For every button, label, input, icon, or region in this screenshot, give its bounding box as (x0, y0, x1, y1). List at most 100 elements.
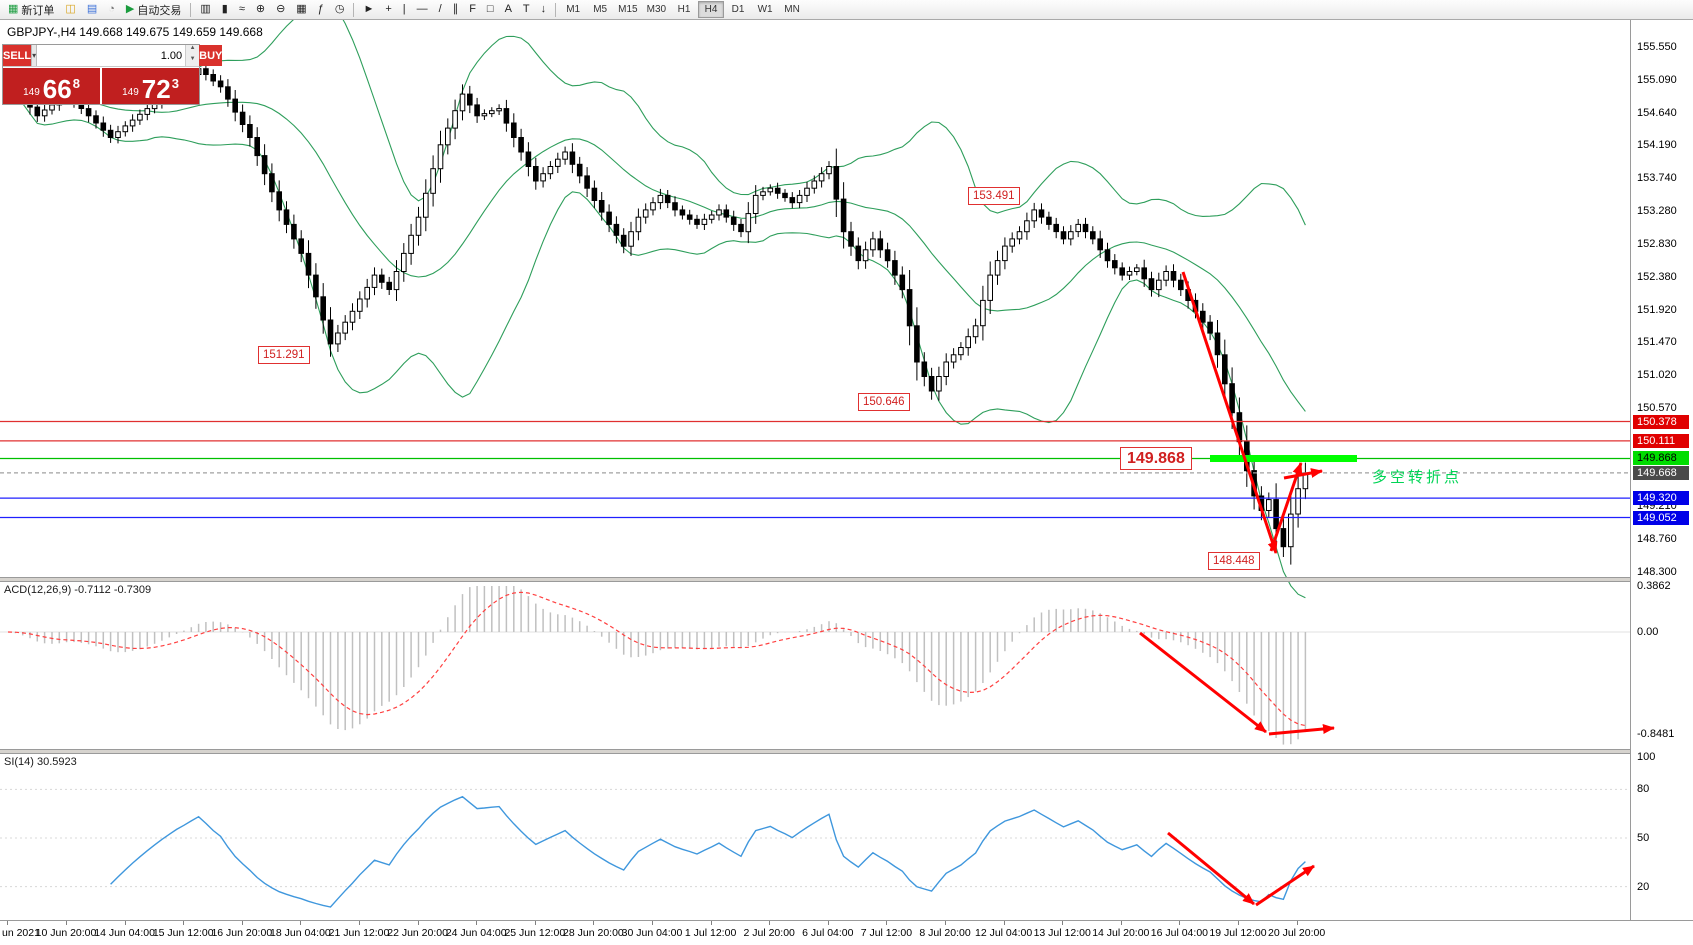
timeframe-button-d1[interactable]: D1 (731, 4, 745, 15)
price-target-arrow[interactable] (1283, 468, 1323, 480)
time-axis-label: 16 Jun 20:00 (211, 927, 273, 939)
price-axis-label: 153.740 (1637, 172, 1677, 184)
time-axis-label: 8 Jul 20:00 (919, 927, 971, 939)
autotrade-button[interactable]: ▶ 自动交易 (121, 0, 186, 19)
price-bounce-arrow[interactable] (1269, 462, 1303, 552)
chart-price-label-150.646[interactable]: 150.646 (858, 393, 910, 411)
timeframe-button-m5[interactable]: M5 (593, 4, 608, 15)
fibonacci-icon[interactable]: F (464, 0, 481, 19)
time-axis-label: 21 Jun 12:00 (328, 927, 390, 939)
time-axis-label: 1 Jul 12:00 (684, 927, 737, 939)
support-zone-bar[interactable] (1210, 455, 1357, 462)
chart-price-label-149.868[interactable]: 149.868 (1120, 447, 1192, 470)
price-drop-arrow[interactable] (1181, 271, 1278, 554)
line-chart-icon[interactable]: ≈ (234, 0, 250, 19)
horizontal-line-icon[interactable]: — (412, 0, 433, 19)
indicators-icon[interactable]: ƒ (313, 0, 329, 19)
rsi-down-arrow[interactable] (1167, 831, 1255, 906)
refresh-icon[interactable]: ◔ (103, 0, 120, 19)
toolbar-separator (555, 2, 557, 17)
macd-histogram (14, 586, 1307, 745)
chart-window-icon[interactable]: ▤ (82, 0, 102, 19)
time-axis-label: 25 Jun 12:00 (504, 927, 566, 939)
candle-chart-icon-glyph: ▮ (221, 3, 228, 15)
crosshair-icon[interactable]: + (380, 0, 396, 19)
macd-rsi-separator[interactable] (0, 749, 1693, 754)
candle-chart-icon[interactable]: ▮ (217, 0, 233, 19)
vertical-line-icon[interactable]: | (398, 0, 411, 19)
time-axis-tick (242, 921, 243, 925)
new-order-button[interactable]: ▦ 新订单 (3, 0, 59, 19)
autotrade-button-label: 自动交易 (137, 4, 182, 17)
rsi-axis-label: 100 (1637, 751, 1656, 763)
macd-flat-arrow[interactable] (1268, 724, 1335, 736)
cursor-icon[interactable]: ► (358, 0, 379, 19)
label-icon[interactable]: T (518, 0, 535, 19)
rsi-flat-arrow[interactable] (1255, 864, 1315, 907)
text-icon[interactable]: A (500, 0, 517, 19)
trade-options-dropdown[interactable]: ▾ (31, 45, 38, 66)
price-axis-marker-149.052: 149.052 (1633, 511, 1689, 525)
bar-chart-icon[interactable]: ▥ (195, 0, 215, 19)
price-axis-label: 155.550 (1637, 41, 1677, 53)
text-icon-glyph: A (504, 3, 512, 15)
price-axis-marker-150.111: 150.111 (1633, 434, 1689, 448)
timeframe-button-h1[interactable]: H1 (677, 4, 691, 15)
time-axis-tick (769, 921, 770, 925)
sell-price[interactable]: 149 66 8 (3, 68, 100, 104)
time-axis-tick (300, 921, 301, 925)
chart-window-icon-glyph: ▤ (86, 3, 98, 15)
time-axis-tick (886, 921, 887, 925)
timeframe-button-m1[interactable]: M1 (566, 4, 581, 15)
time-axis-tick (359, 921, 360, 925)
shapes-icon[interactable]: □ (482, 0, 499, 19)
stamp-icon[interactable]: ◫ (60, 0, 80, 19)
new-order-button-label: 新订单 (21, 4, 55, 17)
arrows-icon[interactable]: ↓ (536, 0, 552, 19)
time-axis-tick (652, 921, 653, 925)
price-axis-label: 152.380 (1637, 271, 1677, 283)
chart-price-label-153.491[interactable]: 153.491 (968, 187, 1020, 205)
buy-button[interactable]: BUY (199, 45, 223, 66)
annotation-arrows (1139, 271, 1335, 907)
timeframe-button-m30[interactable]: M30 (646, 4, 667, 15)
zoom-out-icon[interactable]: ⊖ (271, 0, 290, 19)
volume-input[interactable] (37, 45, 186, 66)
timeframe-button-w1[interactable]: W1 (757, 4, 773, 15)
price-axis[interactable]: 155.550 155.090 154.640 154.190 153.740 153.2… (1631, 0, 1693, 945)
timeframe-button-h4[interactable]: H4 (698, 1, 725, 18)
volume-down-button[interactable]: ▼ (186, 55, 200, 66)
tile-windows-icon[interactable]: ▦ (291, 0, 311, 19)
periods-icon[interactable]: ◷ (330, 0, 350, 19)
time-axis-tick (1238, 921, 1239, 925)
stamp-icon-glyph: ◫ (65, 3, 76, 15)
time-axis-label: 12 Jul 04:00 (974, 927, 1033, 939)
volume-up-button[interactable]: ▲ (186, 45, 200, 56)
chart-price-label-151.291[interactable]: 151.291 (258, 346, 310, 364)
sell-price-big: 66 (42, 74, 72, 104)
time-axis-label: un 2021 (2, 927, 40, 939)
trendline-icon[interactable]: / (434, 0, 447, 19)
chart-price-label-148.448[interactable]: 148.448 (1208, 552, 1260, 570)
price-axis-label: 153.280 (1637, 205, 1677, 217)
rsi-line (110, 795, 1306, 908)
horizontal-lines[interactable] (0, 420, 1630, 519)
volume-field-wrap: ▲ ▼ (37, 45, 200, 66)
chart-macd-separator[interactable] (0, 577, 1693, 582)
sell-button[interactable]: SELL (3, 45, 32, 66)
chart-title-ohlc: GBPJPY-,H4 149.668 149.675 149.659 149.6… (7, 25, 263, 39)
time-axis-tick (828, 921, 829, 925)
time-axis[interactable]: un 2021 10 Jun 20:00 14 Jun 04:00 15 Jun 12… (0, 921, 1693, 945)
zoom-in-icon[interactable]: ⊕ (251, 0, 270, 19)
channel-icon[interactable]: ∥ (448, 0, 464, 19)
macd-down-arrow[interactable] (1139, 631, 1267, 734)
timeframe-button-mn[interactable]: MN (784, 4, 800, 15)
time-axis-label: 15 Jun 12:00 (152, 927, 214, 939)
timeframe-button-m15[interactable]: M15 (618, 4, 638, 15)
buy-price[interactable]: 149 72 3 (102, 68, 199, 104)
note-text[interactable]: 多空转折点 (1372, 469, 1463, 486)
arrows-icon-glyph: ↓ (540, 3, 547, 15)
buy-price-big: 72 (141, 74, 171, 104)
time-axis-label: 24 Jun 04:00 (445, 927, 507, 939)
